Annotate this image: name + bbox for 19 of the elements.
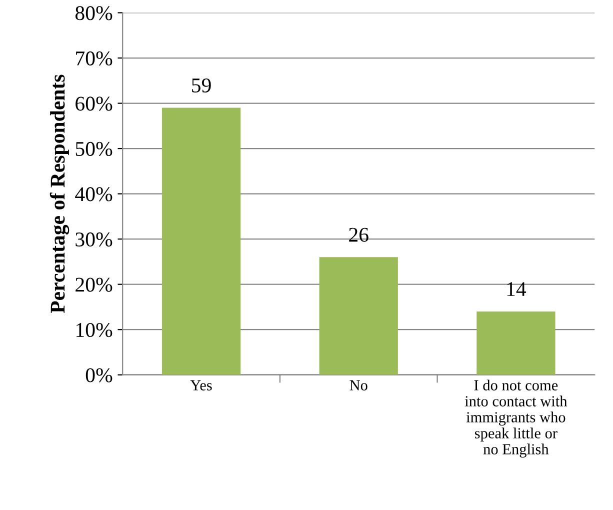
bar [319,257,398,375]
data-label: 26 [349,228,368,242]
x-tick-label: No [350,380,368,390]
y-tick-label: 50% [76,142,112,156]
data-label: 59 [192,78,211,92]
data-label: 14 [507,282,526,296]
y-tick-label: 0% [86,368,112,382]
y-tick-label: 40% [75,187,112,202]
y-tick-label: 30% [76,232,112,247]
y-tick-label: 70% [76,51,112,66]
x-tick-label: Yes [190,380,212,390]
y-axis-title: Percentage of Respondents [50,74,70,314]
bar [162,108,241,375]
y-tick-label: 10% [76,322,112,338]
y-tick-label: 80% [75,6,112,20]
y-tick-label: 60% [76,96,112,111]
bar [476,311,556,375]
y-tick-label: 20% [76,278,112,292]
x-tick-label: I do not come into contact with immigrants who speak little or no English [464,380,568,458]
